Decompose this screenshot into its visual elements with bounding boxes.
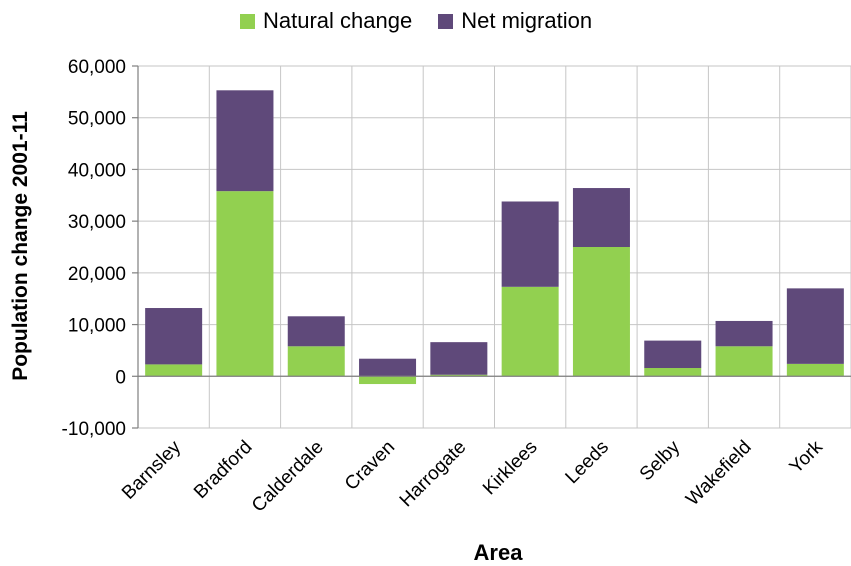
x-tick-label: Calderdale	[248, 437, 328, 517]
x-tick-label: Craven	[341, 437, 399, 495]
y-tick-label: 30,000	[68, 212, 126, 233]
chart-legend: Natural change Net migration	[240, 6, 618, 36]
x-axis-label: Area	[474, 540, 524, 565]
y-tick-label: -10,000	[62, 419, 126, 440]
bar-harrogate-net-migration	[430, 342, 488, 375]
legend-label-net-migration: Net migration	[461, 8, 593, 33]
bar-selby-net-migration	[644, 340, 702, 369]
x-tick-label: Bradford	[190, 437, 256, 503]
y-tick-label: 0	[115, 367, 126, 388]
y-tick-label: 40,000	[68, 160, 126, 181]
bar-craven-net-migration	[359, 358, 417, 377]
bar-kirklees-net-migration	[501, 201, 559, 287]
y-tick-label: 50,000	[68, 109, 126, 130]
y-tick-label: 60,000	[68, 57, 126, 78]
legend-label-natural-change: Natural change	[263, 8, 413, 33]
bar-calderdale-natural-change	[287, 346, 345, 377]
bar-bradford-natural-change	[216, 191, 274, 377]
bar-york-net-migration	[786, 288, 844, 364]
bar-craven-natural-change	[359, 376, 417, 385]
axes	[132, 65, 851, 429]
legend-swatch-net-migration	[438, 13, 454, 29]
x-tick-label: Leeds	[562, 437, 613, 488]
bars	[145, 90, 844, 385]
x-tick-label: Kirklees	[479, 437, 542, 500]
y-tick-label: 10,000	[68, 316, 126, 337]
x-tick-label: Barnsley	[118, 436, 185, 503]
y-axis-label: Population change 2001-11	[9, 111, 32, 381]
bar-selby-natural-change	[644, 368, 702, 377]
bar-leeds-natural-change	[572, 247, 630, 377]
bar-harrogate-natural-change	[430, 374, 488, 377]
x-tick-label: York	[786, 436, 828, 478]
bar-wakefield-natural-change	[715, 346, 773, 377]
bar-bradford-net-migration	[216, 90, 274, 192]
y-tick-label: 20,000	[68, 264, 126, 285]
bar-calderdale-net-migration	[287, 316, 345, 347]
bar-york-natural-change	[786, 363, 844, 377]
legend-item-net-migration: Net migration	[438, 8, 592, 34]
bar-wakefield-net-migration	[715, 320, 773, 347]
legend-item-natural-change: Natural change	[240, 8, 412, 34]
x-tick-label: Selby	[636, 436, 685, 485]
bar-barnsley-net-migration	[145, 308, 203, 365]
legend-swatch-natural-change	[240, 13, 255, 29]
bar-barnsley-natural-change	[145, 364, 203, 377]
x-tick-label: Harrogate	[396, 437, 471, 512]
bar-leeds-net-migration	[572, 188, 630, 247]
tick-labels: -10,000 0 10,000 20,000 30,000 40,000 50,000 60…	[62, 57, 828, 517]
bar-kirklees-natural-change	[501, 286, 559, 377]
x-tick-label: Wakefield	[682, 437, 755, 510]
